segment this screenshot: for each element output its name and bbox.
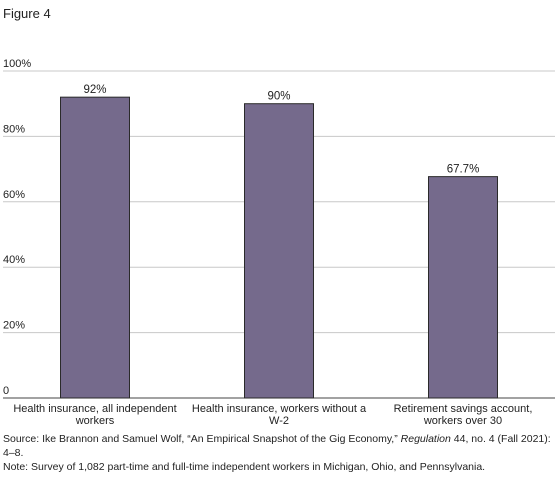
y-tick-label: 60% xyxy=(3,189,25,201)
figure-label: Figure 4 xyxy=(3,6,51,21)
x-tick-label: Health insurance, all independent workers xyxy=(13,403,176,427)
x-tick-label: Health insurance, workers without a W-2 xyxy=(192,403,367,427)
y-tick-label: 40% xyxy=(3,254,25,266)
data-label: 90% xyxy=(267,91,290,103)
bar xyxy=(244,103,314,399)
x-tick-label-line: W-2 xyxy=(269,415,289,427)
x-tick-label: Retirement savings account, workers over … xyxy=(394,403,533,427)
source-citation: 44, no. 4 (Fall 2021): 4–8. xyxy=(3,433,551,459)
figure-notes: Source: Ike Brannon and Samuel Wolf, “An… xyxy=(3,432,555,474)
x-tick-label-line: Health insurance, all independent xyxy=(13,403,176,415)
source-journal: Regulation xyxy=(400,433,451,445)
source-text: Source: Ike Brannon and Samuel Wolf, “An… xyxy=(3,433,401,445)
x-tick-label-line: workers over 30 xyxy=(423,415,502,427)
y-tick-label: 0 xyxy=(3,385,9,397)
bars xyxy=(60,96,498,399)
bar xyxy=(60,96,130,399)
bar xyxy=(428,176,498,399)
source-note: Source: Ike Brannon and Samuel Wolf, “An… xyxy=(3,432,555,460)
x-tick-label-line: Health insurance, workers without a xyxy=(192,403,367,415)
x-axis-tick-labels: Health insurance, all independent workers… xyxy=(13,403,532,427)
x-tick-label-line: Retirement savings account, xyxy=(394,403,533,415)
data-label: 92% xyxy=(83,84,106,96)
y-axis-ticks: 0 20% 40% 60% 80% 100% xyxy=(3,58,31,397)
y-tick-label: 80% xyxy=(3,123,25,135)
bar-chart: 0 20% 40% 60% 80% 100% 92% 90% 67.7% Health ins… xyxy=(3,58,555,427)
y-tick-label: 20% xyxy=(3,320,25,332)
survey-note: Note: Survey of 1,082 part-time and full… xyxy=(3,461,486,473)
data-labels: 92% 90% 67.7% xyxy=(83,84,479,175)
data-label: 67.7% xyxy=(447,164,480,176)
x-tick-label-line: workers xyxy=(75,415,115,427)
y-tick-label: 100% xyxy=(3,58,31,70)
